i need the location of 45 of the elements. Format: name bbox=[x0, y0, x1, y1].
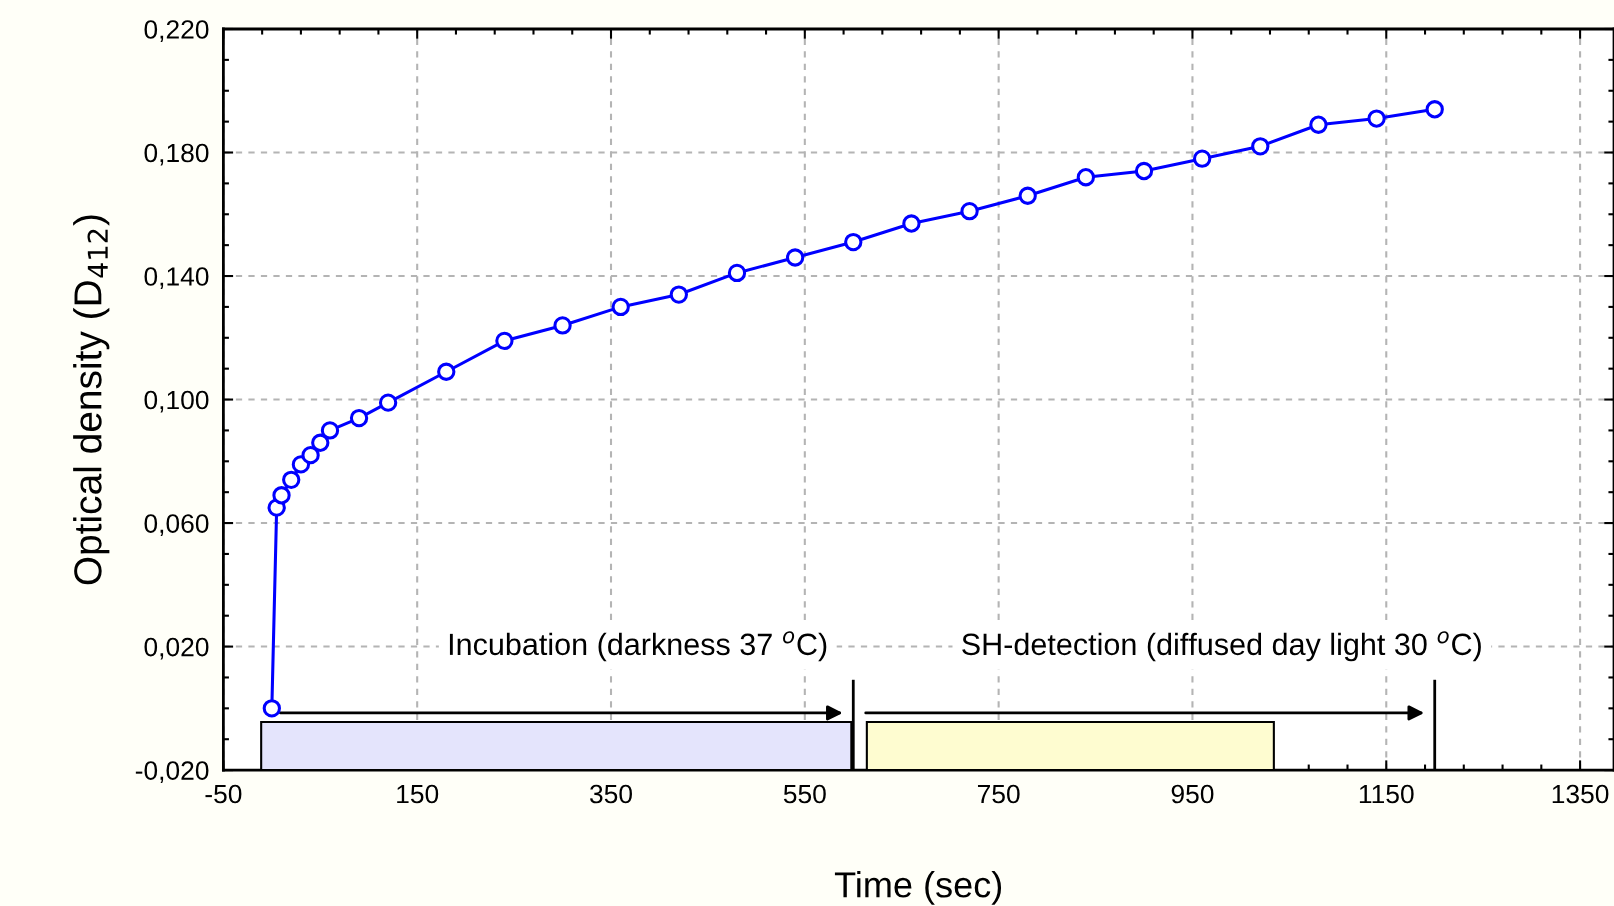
point bbox=[1425, 100, 1444, 119]
point bbox=[960, 202, 979, 221]
point bbox=[669, 285, 689, 304]
point bbox=[262, 699, 281, 718]
point bbox=[611, 297, 630, 317]
x-tick-label: 150 bbox=[397, 784, 439, 804]
point bbox=[1367, 109, 1386, 128]
y-tick-label: 0,220 bbox=[144, 20, 209, 42]
point bbox=[1309, 115, 1328, 134]
y-tick-label: -0,020 bbox=[135, 761, 209, 784]
y-tick-label: 0,020 bbox=[144, 637, 209, 660]
point bbox=[495, 331, 514, 351]
point bbox=[1018, 186, 1037, 205]
point bbox=[1192, 149, 1212, 168]
point bbox=[301, 445, 320, 465]
x-tick-label: 550 bbox=[783, 784, 826, 804]
point bbox=[272, 486, 291, 505]
y-tick-label: 0,140 bbox=[144, 267, 209, 289]
y-axis-title: Optical density (D$_{412}$) bbox=[73, 215, 110, 585]
annotation: Incubation (darkness 37 $^{o}$C) bbox=[449, 631, 827, 662]
point bbox=[311, 433, 330, 452]
point bbox=[553, 316, 572, 335]
x-axis-title: Time (sec) bbox=[834, 871, 1002, 905]
annotation: SH-detection (diffused day light 30 $^{o}$C) bbox=[962, 631, 1481, 662]
x-tick-label: 350 bbox=[590, 784, 632, 804]
point bbox=[320, 421, 340, 440]
point bbox=[437, 362, 456, 381]
y-tick-label: 0,060 bbox=[144, 514, 209, 536]
y-tick-label: 0,100 bbox=[144, 390, 209, 413]
point bbox=[349, 408, 369, 428]
x-tick-label: 1150 bbox=[1359, 784, 1414, 804]
point bbox=[1076, 168, 1096, 187]
y-tick-label: 0,180 bbox=[144, 143, 209, 166]
x-tick-label: 1350 bbox=[1552, 784, 1609, 804]
point bbox=[902, 214, 921, 233]
point bbox=[785, 248, 805, 267]
x-tick-label: 750 bbox=[977, 784, 1020, 804]
point bbox=[844, 232, 863, 252]
x-tick-label: 950 bbox=[1171, 784, 1214, 804]
point bbox=[282, 470, 301, 489]
point bbox=[1134, 161, 1154, 181]
x-tick-label: -50 bbox=[205, 784, 242, 804]
point bbox=[727, 263, 747, 283]
point bbox=[1251, 137, 1270, 156]
point bbox=[378, 393, 398, 412]
